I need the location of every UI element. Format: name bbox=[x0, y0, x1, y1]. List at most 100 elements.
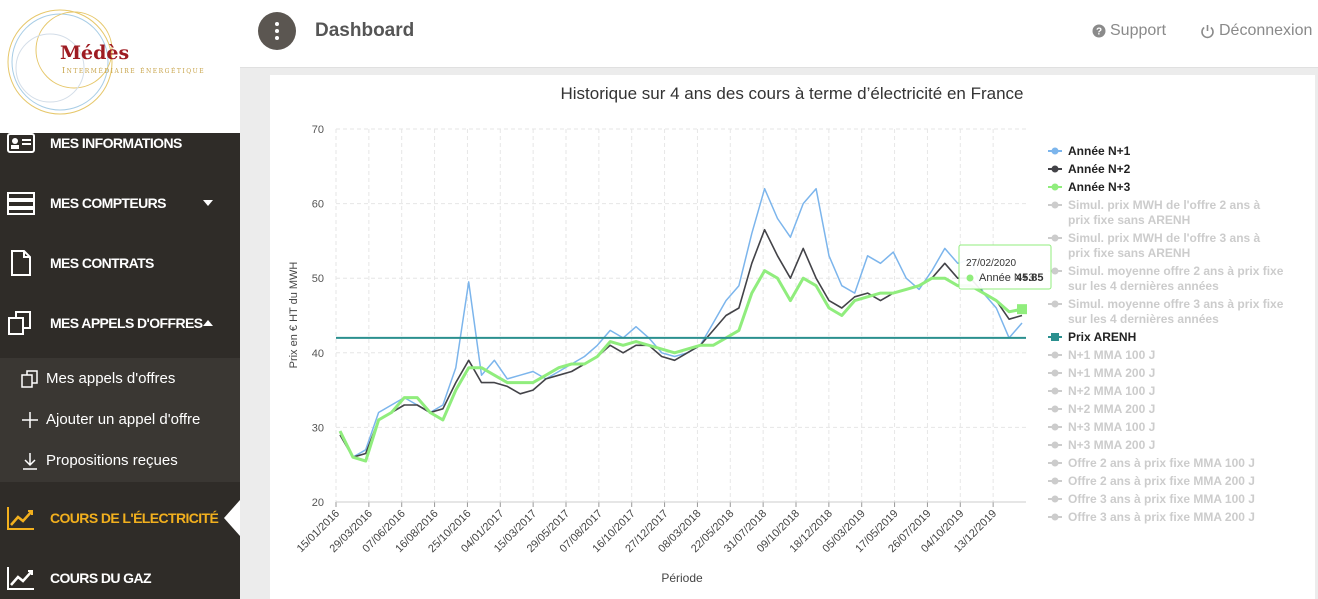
top-header: Dashboard ? Support Déconnexion bbox=[240, 0, 1318, 68]
legend-item[interactable]: Simul. moyenne offre 3 ans à prix fixe su… bbox=[1048, 297, 1284, 326]
copy-icon bbox=[8, 311, 31, 335]
id-card-icon bbox=[7, 133, 35, 153]
legend-item[interactable]: N+2 MMA 100 J bbox=[1048, 384, 1155, 398]
submenu-item-label: Propositions reçues bbox=[46, 452, 178, 469]
download-icon bbox=[23, 452, 37, 470]
legend-symbol-marker bbox=[1051, 234, 1059, 242]
sidebar-item-cours-electricite[interactable]: COURS DE L'ÉLECTRICITÉ bbox=[0, 488, 240, 548]
submenu-item-propositions-recues[interactable]: Propositions reçues bbox=[0, 440, 240, 481]
legend-label: Offre 2 ans à prix fixe MMA 200 J bbox=[1068, 474, 1255, 488]
legend-item[interactable]: Offre 2 ans à prix fixe MMA 100 J bbox=[1048, 456, 1255, 470]
sidebar-item-label: COURS DE L'ÉLECTRICITÉ bbox=[50, 510, 219, 526]
menu-button[interactable] bbox=[258, 12, 296, 50]
legend-symbol-marker bbox=[1051, 351, 1059, 359]
y-axis: 20 30 40 50 60 70 bbox=[312, 124, 324, 509]
page-title: Dashboard bbox=[315, 20, 415, 41]
x-axis: 15/01/201629/03/201607/06/201616/08/2016… bbox=[295, 501, 1026, 555]
legend-label: N+3 MMA 200 J bbox=[1068, 438, 1155, 452]
legend-item[interactable]: Année N+1 bbox=[1048, 144, 1131, 158]
legend-item[interactable]: Offre 2 ans à prix fixe MMA 200 J bbox=[1048, 474, 1255, 488]
vertical-dots-icon bbox=[275, 22, 279, 40]
legend-symbol-marker bbox=[1051, 165, 1059, 173]
copy-icon bbox=[21, 369, 38, 388]
legend-item[interactable]: N+1 MMA 200 J bbox=[1048, 366, 1155, 380]
submenu-item-label: Mes appels d'offres bbox=[46, 370, 176, 387]
legend-symbol-marker bbox=[1051, 147, 1059, 155]
active-indicator bbox=[224, 500, 240, 536]
y-tick-label: 40 bbox=[312, 348, 324, 360]
support-link[interactable]: ? Support bbox=[1092, 22, 1166, 40]
legend-symbol-marker bbox=[1051, 495, 1059, 503]
chart-line-icon bbox=[7, 507, 34, 530]
plus-icon bbox=[22, 411, 38, 428]
legend-symbol-marker bbox=[1051, 387, 1059, 395]
legend-item[interactable]: N+3 MMA 200 J bbox=[1048, 438, 1155, 452]
legend-label: N+3 MMA 100 J bbox=[1068, 420, 1155, 434]
legend-symbol-marker bbox=[1051, 423, 1059, 431]
legend-item[interactable]: Simul. prix MWH de l'offre 2 ans à prix f… bbox=[1048, 198, 1261, 227]
legend-symbol-marker bbox=[1051, 267, 1059, 275]
submenu-item-mes-appels-d-offres[interactable]: Mes appels d'offres bbox=[0, 358, 240, 399]
sidebar-item-label: COURS DU GAZ bbox=[50, 570, 152, 586]
document-icon bbox=[11, 250, 31, 276]
legend-label: Simul. prix MWH de l'offre 3 ans à prix f… bbox=[1068, 231, 1261, 260]
chart-grid bbox=[335, 128, 1026, 503]
question-circle-icon: ? bbox=[1092, 24, 1106, 38]
legend-item[interactable]: Offre 3 ans à prix fixe MMA 200 J bbox=[1048, 510, 1255, 524]
logout-label: Déconnexion bbox=[1219, 22, 1313, 39]
submenu-item-ajouter-appel-d-offre[interactable]: Ajouter un appel d'offre bbox=[0, 399, 240, 440]
brand-name: Médès bbox=[60, 42, 130, 64]
sidebar: Médès Intermédiaire énergétique MES INFO… bbox=[0, 0, 240, 599]
support-label: Support bbox=[1110, 22, 1167, 39]
legend-label: Offre 3 ans à prix fixe MMA 100 J bbox=[1068, 492, 1255, 506]
sidebar-item-label: MES INFORMATIONS bbox=[50, 135, 182, 151]
medes-logo-icon bbox=[7, 9, 113, 115]
series-line bbox=[339, 228, 1023, 459]
tooltip-date: 27/02/2020 bbox=[966, 258, 1016, 269]
legend-symbol-marker bbox=[1051, 441, 1059, 449]
legend-item[interactable]: Offre 3 ans à prix fixe MMA 100 J bbox=[1048, 492, 1255, 506]
y-tick-label: 60 bbox=[312, 199, 324, 211]
legend-item[interactable]: N+3 MMA 100 J bbox=[1048, 420, 1155, 434]
legend-item[interactable]: N+2 MMA 200 J bbox=[1048, 402, 1155, 416]
legend-label: Année N+1 bbox=[1068, 144, 1131, 158]
tooltip-series: Année N+3 bbox=[979, 272, 1034, 284]
y-axis-title: Prix en € HT du MWH bbox=[288, 262, 300, 369]
legend-symbol-marker bbox=[1051, 405, 1059, 413]
legend-item[interactable]: Année N+3 bbox=[1048, 180, 1131, 194]
logo[interactable]: Médès Intermédiaire énergétique bbox=[0, 0, 240, 133]
chart-panel: Historique sur 4 ans des cours à terme d… bbox=[270, 75, 1315, 599]
legend-item[interactable]: Prix ARENH bbox=[1048, 330, 1136, 344]
electricity-price-chart: Historique sur 4 ans des cours à terme d… bbox=[288, 84, 1284, 585]
brand-tagline: Intermédiaire énergétique bbox=[62, 66, 206, 75]
legend-item[interactable]: Année N+2 bbox=[1048, 162, 1131, 176]
chart-tooltip: 27/02/2020 Année N+3 45.85 bbox=[958, 244, 1052, 290]
legend-label: Simul. moyenne offre 3 ans à prix fixe su… bbox=[1068, 297, 1284, 326]
sidebar-item-label: MES CONTRATS bbox=[50, 255, 154, 271]
legend-item[interactable]: Simul. prix MWH de l'offre 3 ans à prix f… bbox=[1048, 231, 1261, 260]
submenu-item-label: Ajouter un appel d'offre bbox=[46, 411, 201, 428]
legend-label: N+2 MMA 100 J bbox=[1068, 384, 1155, 398]
sidebar-item-mes-informations[interactable]: MES INFORMATIONS bbox=[0, 113, 240, 173]
chart-legend: Année N+1 Année N+2 Année N+3 Simul. prix M… bbox=[1048, 144, 1284, 524]
legend-symbol-marker bbox=[1051, 459, 1059, 467]
sidebar-item-cours-du-gaz[interactable]: COURS DU GAZ bbox=[0, 548, 240, 599]
legend-item[interactable]: Simul. moyenne offre 2 ans à prix fixe su… bbox=[1048, 264, 1284, 293]
series-line bbox=[339, 187, 1023, 458]
legend-symbol-marker bbox=[1051, 513, 1059, 521]
legend-label: Offre 2 ans à prix fixe MMA 100 J bbox=[1068, 456, 1255, 470]
legend-symbol-marker bbox=[1051, 183, 1059, 191]
sidebar-item-mes-contrats[interactable]: MES CONTRATS bbox=[0, 233, 240, 293]
sidebar-item-mes-appels-d-offres[interactable]: MES APPELS D'OFFRES bbox=[0, 293, 240, 353]
logout-link[interactable]: Déconnexion bbox=[1200, 22, 1312, 40]
sidebar-item-mes-compteurs[interactable]: MES COMPTEURS bbox=[0, 173, 240, 233]
legend-item[interactable]: N+1 MMA 100 J bbox=[1048, 348, 1155, 362]
legend-label: N+1 MMA 200 J bbox=[1068, 366, 1155, 380]
legend-label: Année N+3 bbox=[1068, 180, 1131, 194]
legend-label: Simul. prix MWH de l'offre 2 ans à prix f… bbox=[1068, 198, 1261, 227]
sidebar-item-label: MES COMPTEURS bbox=[50, 195, 166, 211]
chart-title: Historique sur 4 ans des cours à terme d… bbox=[561, 84, 1024, 103]
caret-down-icon bbox=[203, 200, 213, 206]
legend-label: Prix ARENH bbox=[1068, 330, 1136, 344]
svg-text:?: ? bbox=[1096, 27, 1102, 38]
